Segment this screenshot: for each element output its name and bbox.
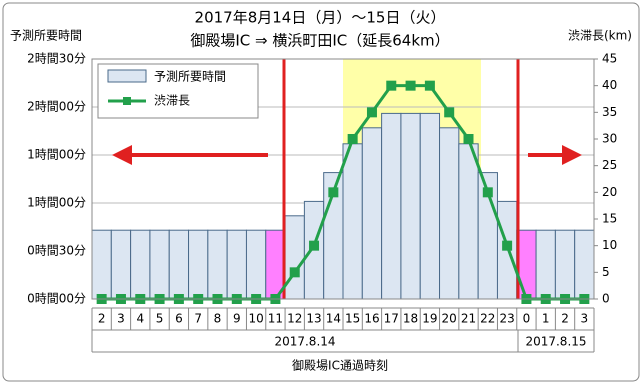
line-marker	[424, 80, 435, 91]
x-tick-label: 7	[194, 312, 202, 326]
y2-tick-label: 40	[602, 78, 617, 92]
line-marker	[366, 107, 377, 118]
bar	[574, 229, 595, 300]
bar	[226, 229, 247, 300]
y2-tick-label: 45	[602, 52, 617, 66]
legend-label: 渋滞長	[154, 94, 190, 108]
y2-tick-label: 5	[602, 265, 610, 279]
line-marker	[482, 187, 493, 198]
x-tick-label: 10	[248, 312, 263, 326]
x-tick-label: 2	[98, 312, 106, 326]
bar	[245, 229, 267, 300]
date-label: 2017.8.14	[274, 335, 335, 349]
plot-border	[91, 58, 595, 300]
bar	[439, 127, 460, 300]
x-tick-label: 3	[117, 312, 125, 326]
x-tick-label: 8	[214, 312, 222, 326]
x-tick-label: 20	[442, 312, 457, 326]
bar	[535, 229, 556, 300]
line-marker	[309, 240, 320, 251]
bar	[516, 229, 537, 300]
x-tick-label: 0	[523, 312, 531, 326]
y2-tick-label: 20	[602, 185, 617, 199]
bar	[458, 143, 479, 300]
y-tick-label: 2時間00分	[27, 100, 86, 114]
y2-axis-label: 渋滞長(km)	[568, 29, 632, 43]
right-arrow	[528, 145, 582, 165]
x-tick-label: 6	[175, 312, 183, 326]
chart-title: 2017年8月14日（月）～15日（火）	[195, 9, 446, 27]
y-tick-label: 0時間30分	[27, 244, 86, 258]
legend-label: 予測所要時間	[154, 70, 226, 84]
x-tick-label: 5	[156, 312, 164, 326]
bar	[207, 229, 228, 300]
line-marker	[289, 267, 300, 278]
y-tick-label: 1時間00分	[27, 196, 86, 210]
x-tick-label: 23	[499, 312, 514, 326]
y2-tick-label: 10	[602, 238, 617, 252]
bar	[419, 112, 441, 300]
x-tick-label: 9	[233, 312, 241, 326]
bar	[554, 229, 576, 300]
x-tick-label: 22	[480, 312, 495, 326]
x-axis-label: 御殿場IC通過時刻	[292, 358, 388, 373]
line-marker	[328, 187, 339, 198]
x-tick-label: 3	[581, 312, 589, 326]
x-tick-label: 4	[136, 312, 144, 326]
y-tick-label: 2時間30分	[27, 52, 86, 66]
bar	[130, 229, 151, 300]
y-axis-label: 予測所要時間	[10, 29, 82, 43]
x-tick-label: 17	[384, 312, 399, 326]
bar	[91, 229, 112, 300]
x-tick-label: 2	[561, 312, 569, 326]
x-tick-label: 16	[364, 312, 379, 326]
x-tick-label: 1	[542, 312, 550, 326]
y-tick-label: 1時間00分	[27, 148, 86, 162]
x-tick-label: 12	[287, 312, 302, 326]
bar	[188, 229, 209, 300]
line-marker	[386, 80, 397, 91]
y2-tick-label: 25	[602, 158, 617, 172]
bar	[400, 112, 421, 300]
y2-tick-label: 15	[602, 212, 617, 226]
left-arrow	[112, 145, 268, 165]
x-tick-label: 14	[326, 312, 341, 326]
y-tick-label: 0時間00分	[27, 292, 86, 306]
bar	[110, 229, 132, 300]
bar	[361, 127, 383, 300]
y2-tick-label: 0	[602, 292, 610, 306]
x-tick-label: 18	[403, 312, 418, 326]
x-tick-label: 19	[422, 312, 437, 326]
y2-tick-label: 30	[602, 132, 617, 146]
legend-swatch	[123, 97, 131, 105]
x-tick-label: 15	[345, 312, 360, 326]
bar	[284, 215, 305, 300]
x-tick-label: 13	[306, 312, 321, 326]
legend-swatch	[107, 69, 147, 83]
line-marker	[347, 134, 358, 144]
bar	[168, 229, 190, 300]
line-marker	[502, 240, 513, 251]
bar	[381, 112, 402, 300]
chart-subtitle: 御殿場IC ⇒ 横浜町田IC（延長64km）	[190, 32, 449, 50]
bars	[91, 112, 595, 300]
bar	[342, 143, 363, 300]
bar	[149, 229, 170, 300]
x-tick-label: 21	[461, 312, 476, 326]
line-marker	[444, 107, 455, 118]
x-tick-label: 11	[268, 312, 283, 326]
line-marker	[463, 134, 474, 144]
y2-tick-label: 35	[602, 105, 617, 119]
date-label: 2017.8.15	[525, 335, 586, 349]
line-marker	[405, 80, 416, 91]
